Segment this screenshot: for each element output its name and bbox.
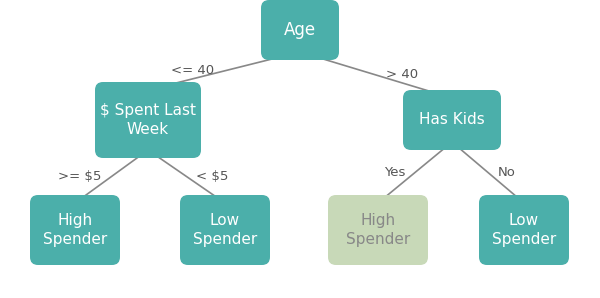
Text: High
Spender: High Spender: [43, 212, 107, 247]
FancyBboxPatch shape: [261, 0, 339, 60]
Text: > 40: > 40: [386, 69, 418, 81]
FancyBboxPatch shape: [180, 195, 270, 265]
Text: $ Spent Last
Week: $ Spent Last Week: [100, 103, 196, 137]
FancyBboxPatch shape: [95, 82, 201, 158]
Text: High
Spender: High Spender: [346, 212, 410, 247]
Text: Has Kids: Has Kids: [419, 113, 485, 128]
Text: Low
Spender: Low Spender: [193, 212, 257, 247]
Text: No: No: [498, 166, 516, 179]
Text: Yes: Yes: [383, 166, 405, 179]
Text: Age: Age: [284, 21, 316, 39]
FancyBboxPatch shape: [403, 90, 501, 150]
FancyBboxPatch shape: [479, 195, 569, 265]
Text: >= $5: >= $5: [58, 170, 101, 183]
Text: <= 40: <= 40: [171, 64, 214, 77]
FancyBboxPatch shape: [328, 195, 428, 265]
Text: Low
Spender: Low Spender: [492, 212, 556, 247]
FancyBboxPatch shape: [30, 195, 120, 265]
Text: < $5: < $5: [197, 170, 229, 183]
